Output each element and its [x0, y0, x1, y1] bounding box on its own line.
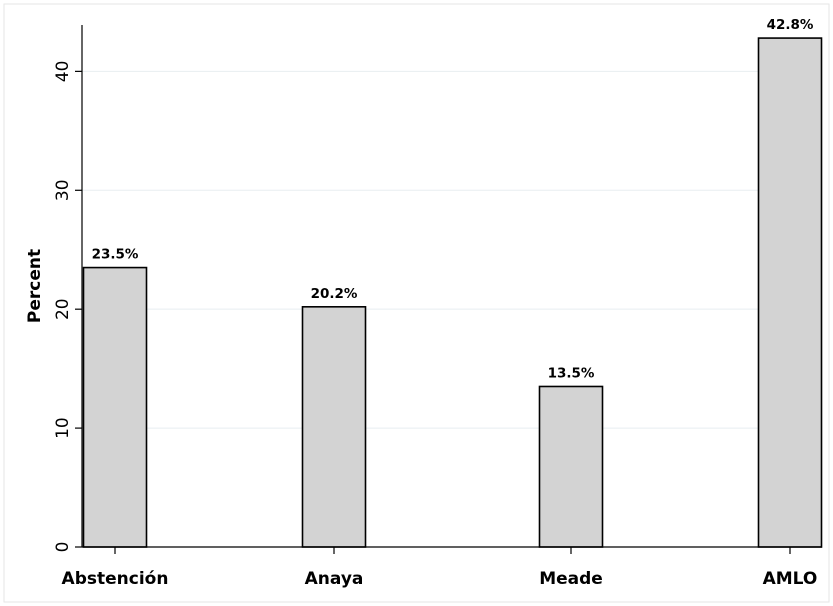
x-tick-label-abstención: Abstención — [62, 569, 169, 589]
bar-amlo — [757, 37, 823, 548]
gridlines — [82, 70, 822, 429]
axes: 0 10 20 30 40 Abstención Anaya Meade AMLO — [53, 25, 822, 589]
y-tick-label-10: 10 — [53, 417, 73, 439]
data-label-3: 42.8% — [767, 17, 814, 33]
bar-meade — [538, 385, 604, 548]
data-labels: 23.5% 20.2% 13.5% 42.8% — [92, 17, 814, 381]
data-label-0: 23.5% — [92, 247, 139, 263]
data-label-2: 13.5% — [548, 365, 595, 381]
data-label-1: 20.2% — [311, 286, 358, 302]
y-tick-label-40: 40 — [53, 61, 73, 83]
x-tick-label-amlo: AMLO — [763, 569, 818, 589]
y-tick-label-30: 30 — [53, 179, 73, 201]
x-tick-label-anaya: Anaya — [305, 569, 364, 589]
y-tick-label-0: 0 — [53, 542, 73, 553]
bar-abstención — [82, 266, 148, 548]
x-tick-label-meade: Meade — [539, 569, 603, 589]
y-axis-title: Percent — [25, 249, 45, 323]
y-tick-label-20: 20 — [53, 298, 73, 320]
bar-anaya — [301, 306, 367, 548]
